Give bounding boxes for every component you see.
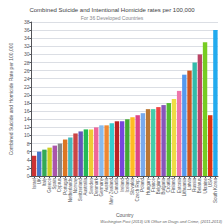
svg-text:Czech Rep.: Czech Rep. — [135, 178, 141, 202]
svg-text:Australia: Australia — [83, 178, 89, 196]
svg-text:Country: Country — [116, 212, 134, 218]
svg-text:16: 16 — [24, 108, 30, 114]
svg-text:New Zealand: New Zealand — [109, 178, 115, 205]
svg-text:Combined Suicide and Intention: Combined Suicide and Intentional Homicid… — [29, 7, 195, 13]
svg-text:Belarus: Belarus — [197, 178, 203, 194]
svg-text:Slovakia: Slovakia — [130, 178, 135, 195]
svg-text:Russia: Russia — [192, 178, 198, 192]
svg-text:14: 14 — [24, 116, 30, 122]
svg-text:Portugal: Portugal — [62, 178, 68, 195]
svg-text:26: 26 — [24, 68, 30, 74]
svg-text:Ireland: Ireland — [119, 178, 125, 192]
svg-text:24: 24 — [24, 76, 30, 82]
svg-text:Estonia: Estonia — [176, 178, 182, 193]
svg-text:Austria: Austria — [104, 178, 110, 192]
svg-text:Ukraine: Ukraine — [202, 178, 208, 194]
svg-text:France: France — [150, 178, 156, 192]
svg-text:USA: USA — [207, 178, 213, 188]
svg-text:Belgium: Belgium — [155, 178, 161, 195]
svg-text:Canada: Canada — [114, 178, 120, 194]
svg-text:South Korea: South Korea — [213, 178, 218, 204]
svg-text:Italy: Italy — [41, 178, 47, 187]
svg-text:28: 28 — [24, 60, 30, 66]
svg-text:Latvia: Latvia — [187, 178, 192, 190]
svg-text:Germany: Germany — [98, 178, 104, 197]
svg-text:32: 32 — [24, 43, 30, 49]
svg-text:Croatia: Croatia — [166, 178, 172, 193]
svg-text:18: 18 — [24, 100, 30, 106]
svg-text:34: 34 — [24, 35, 30, 41]
svg-text:38: 38 — [24, 19, 30, 25]
svg-text:30: 30 — [24, 51, 30, 57]
svg-text:Cyprus: Cyprus — [57, 178, 63, 193]
svg-text:4: 4 — [27, 157, 30, 163]
svg-text:Iceland: Iceland — [124, 178, 130, 193]
svg-text:Sweden: Sweden — [88, 178, 94, 195]
svg-text:Spain: Spain — [52, 178, 58, 190]
svg-text:Israel: Israel — [31, 178, 37, 189]
svg-text:Lithuania: Lithuania — [181, 178, 187, 197]
svg-text:6: 6 — [27, 149, 30, 155]
svg-text:Netherlands: Netherlands — [67, 178, 73, 203]
svg-text:Norway: Norway — [73, 178, 78, 194]
svg-text:Switzerland: Switzerland — [78, 178, 84, 202]
svg-text:UK: UK — [36, 178, 42, 185]
svg-text:22: 22 — [24, 84, 30, 90]
svg-text:2: 2 — [27, 165, 30, 171]
svg-text:20: 20 — [24, 92, 30, 98]
svg-text:Hungary: Hungary — [145, 178, 151, 195]
svg-text:Bulgaria: Bulgaria — [161, 178, 167, 195]
svg-text:Poland: Poland — [140, 178, 146, 192]
svg-text:Denmark: Denmark — [93, 178, 99, 197]
svg-text:Greece: Greece — [47, 178, 53, 193]
svg-text:For 36 Developed Countries: For 36 Developed Countries — [81, 15, 144, 21]
svg-text:Finland: Finland — [171, 178, 177, 193]
svg-text:10: 10 — [24, 132, 30, 138]
svg-text:Washington Post (2013) US Offi: Washington Post (2013) US Office on Drug… — [100, 219, 222, 224]
svg-text:0: 0 — [27, 173, 30, 179]
svg-text:Combined Suicide and Homicide: Combined Suicide and Homicide Rate per 1… — [8, 43, 14, 156]
svg-text:8: 8 — [27, 141, 30, 147]
svg-text:12: 12 — [24, 124, 30, 130]
svg-text:36: 36 — [24, 27, 30, 33]
